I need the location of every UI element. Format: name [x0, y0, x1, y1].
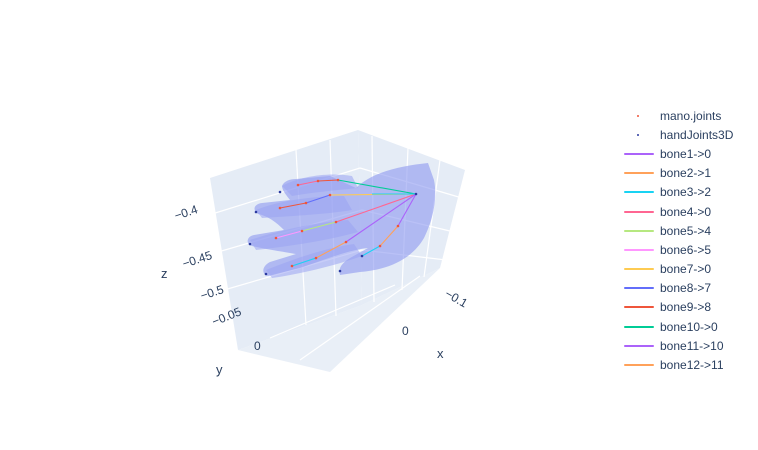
line-swatch-icon	[620, 187, 654, 197]
x-tick-label: −0.1	[443, 286, 471, 310]
joint-point	[414, 192, 418, 196]
joint-point	[334, 220, 338, 224]
bone5-4	[301, 221, 337, 232]
bone11-10	[345, 193, 417, 243]
joint-point	[278, 206, 282, 210]
joint-point	[328, 193, 332, 197]
legend: mano.joints handJoints3D bone1->0 bone2->1 b…	[620, 106, 756, 375]
legend-label: bone7->0	[660, 262, 712, 277]
joint-point	[344, 240, 348, 244]
bone2-1	[379, 225, 399, 247]
legend-item[interactable]: handJoints3D	[620, 125, 756, 144]
joint-point	[296, 183, 300, 187]
z-axis-title: z	[161, 266, 168, 281]
legend-label: bone10->0	[660, 319, 718, 334]
marker-swatch-icon	[620, 111, 654, 121]
line-swatch-icon	[620, 207, 654, 217]
joint-point	[300, 229, 304, 233]
z-tick-label: −0.5	[199, 282, 226, 303]
joint-point	[274, 236, 278, 240]
joint-point	[264, 272, 268, 276]
line-swatch-icon	[620, 322, 654, 332]
bone3-2	[361, 245, 381, 257]
legend-item[interactable]: bone4->0	[620, 202, 756, 221]
bone12-11	[315, 241, 347, 259]
legend-label: bone9->8	[660, 300, 712, 315]
legend-label: bone6->5	[660, 242, 712, 257]
bone8-7	[305, 194, 331, 204]
joint-point	[378, 244, 382, 248]
marker-swatch-icon	[620, 130, 654, 140]
joint-point	[290, 264, 294, 268]
joint-point	[314, 256, 318, 260]
z-tick-label: −0.45	[181, 248, 215, 271]
joint-point	[336, 178, 340, 182]
line-swatch-icon	[620, 302, 654, 312]
bone4-0	[335, 193, 417, 223]
bone6-5	[275, 230, 303, 239]
legend-item[interactable]: mano.joints	[620, 106, 756, 125]
legend-item[interactable]: bone8->7	[620, 279, 756, 298]
legend-item[interactable]: bone6->5	[620, 240, 756, 259]
legend-item[interactable]: bone10->0	[620, 317, 756, 336]
legend-item[interactable]: bone9->8	[620, 298, 756, 317]
line-swatch-icon	[620, 264, 654, 274]
legend-label: bone11->10	[660, 338, 724, 353]
joint-point	[396, 224, 400, 228]
y-tick-label: 0	[254, 339, 261, 353]
line-swatch-icon	[620, 341, 654, 351]
legend-item[interactable]: bone1->0	[620, 144, 756, 163]
joints	[248, 178, 418, 276]
legend-label: bone8->7	[660, 281, 712, 296]
bones	[275, 179, 417, 267]
line-swatch-icon	[620, 360, 654, 370]
line-swatch-icon	[620, 168, 654, 178]
legend-item[interactable]: bone5->4	[620, 221, 756, 240]
joint-point	[248, 242, 252, 246]
joint-point	[360, 254, 364, 258]
joint-point	[304, 201, 308, 205]
legend-item[interactable]: bone2->1	[620, 164, 756, 183]
joint-point	[338, 269, 342, 273]
bone1-0	[397, 193, 417, 227]
legend-label: bone3->2	[660, 185, 712, 200]
bone10-0	[337, 179, 417, 195]
legend-item[interactable]: bone12->11	[620, 355, 756, 374]
legend-item[interactable]: bone7->0	[620, 260, 756, 279]
legend-label: handJoints3D	[660, 127, 734, 142]
x-tick-label: 0	[402, 324, 409, 338]
legend-label: mano.joints	[660, 108, 722, 123]
joint-point	[254, 210, 258, 214]
bone9-8	[279, 202, 307, 209]
line-swatch-icon	[620, 245, 654, 255]
line-swatch-icon	[620, 283, 654, 293]
legend-label: bone1->0	[660, 146, 712, 161]
line-swatch-icon	[620, 149, 654, 159]
joint-point	[278, 190, 282, 194]
line-swatch-icon	[620, 226, 654, 236]
hand-mesh-fingers	[250, 174, 362, 278]
legend-item[interactable]: bone11->10	[620, 336, 756, 355]
joint-point	[316, 179, 320, 183]
y-axis-title: y	[216, 362, 223, 377]
legend-label: bone12->11	[660, 358, 724, 373]
z-tick-label: −0.4	[173, 202, 200, 223]
legend-label: bone4->0	[660, 204, 712, 219]
legend-label: bone2->1	[660, 166, 712, 181]
x-axis-title: x	[437, 346, 444, 361]
legend-item[interactable]: bone3->2	[620, 183, 756, 202]
legend-label: bone5->4	[660, 223, 712, 238]
